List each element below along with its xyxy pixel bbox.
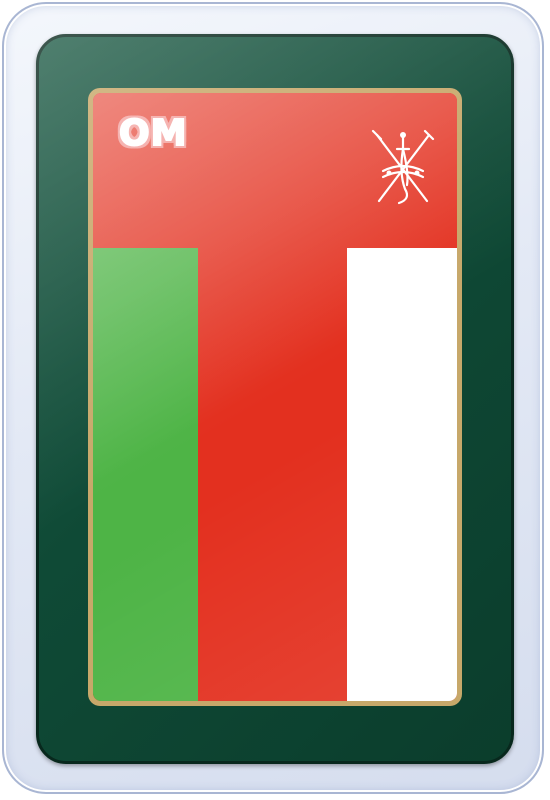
flag-green-band xyxy=(93,248,198,701)
country-code-label: OM xyxy=(118,112,188,155)
oman-flag: OM xyxy=(93,93,457,701)
flag-frame: OM xyxy=(88,88,462,706)
khanjar-emblem-icon xyxy=(371,129,435,205)
flag-white-band xyxy=(347,248,457,701)
